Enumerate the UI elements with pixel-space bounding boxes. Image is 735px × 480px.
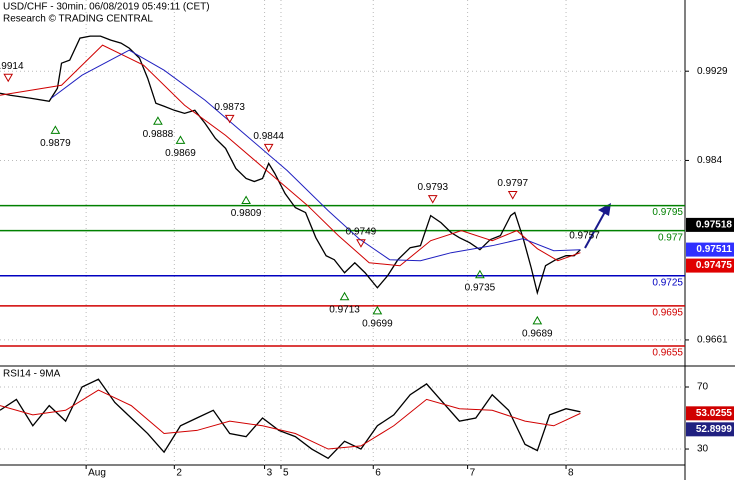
- annotation-label: 0.9689: [522, 328, 553, 339]
- peak-marker: [3, 73, 14, 83]
- price-box: [686, 242, 734, 257]
- price-box: [686, 406, 734, 421]
- y-tick-label: 70: [697, 382, 709, 393]
- trough-marker: [241, 195, 251, 205]
- peak-marker: [263, 143, 274, 153]
- trough-marker: [372, 305, 383, 315]
- series-line: [0, 378, 581, 460]
- chart-title: USD/CHF - 30min. 06/08/2019 05:49:11 (CE…: [3, 2, 210, 13]
- x-tick-label: 5: [283, 468, 289, 479]
- x-tick-label: 6: [375, 468, 381, 479]
- series-line: [0, 35, 581, 296]
- series-line: [0, 44, 581, 267]
- annotation-label: 0.9844: [253, 131, 284, 142]
- y-tick-label: 0.9661: [697, 335, 728, 346]
- level-label: 0.9655: [652, 348, 683, 359]
- price-box: [686, 422, 734, 437]
- trough-marker: [50, 125, 61, 134]
- chart-subtitle: Research © TRADING CENTRAL: [3, 14, 153, 25]
- annotation-label: 0.9757: [569, 230, 600, 241]
- x-tick-label: Aug: [88, 468, 106, 479]
- trough-marker: [339, 291, 350, 301]
- x-tick-label: 2: [176, 468, 182, 479]
- annotation-label: 0.9699: [362, 318, 393, 329]
- y-tick-label: 30: [697, 444, 709, 455]
- price-box-label: 0.97511: [696, 244, 732, 255]
- series-line: [0, 389, 581, 450]
- price-box-label: 53.0255: [696, 408, 733, 419]
- price-box-label: 0.97475: [696, 260, 733, 271]
- annotation-label: 0.9873: [214, 102, 245, 113]
- annotation-label: 0.9914: [0, 61, 24, 72]
- annotation-label: 0.9735: [465, 282, 496, 293]
- y-tick-label: 0.984: [697, 155, 722, 166]
- x-tick-label: 3: [267, 468, 273, 479]
- x-tick-label: 7: [470, 468, 476, 479]
- rsi-title: RSI14 - 9MA: [3, 369, 61, 380]
- annotation-label: 0.9713: [329, 304, 360, 315]
- level-label: 0.977: [658, 232, 683, 243]
- projection-arrow: [584, 209, 607, 249]
- peak-marker: [427, 195, 438, 204]
- trough-marker: [475, 269, 485, 279]
- trough-marker: [175, 135, 186, 144]
- annotation-label: 0.9869: [165, 148, 196, 159]
- peak-marker: [356, 239, 366, 248]
- y-tick-label: 0.9929: [697, 66, 728, 77]
- annotation-label: 0.9793: [417, 182, 448, 193]
- trough-marker: [153, 116, 163, 125]
- price-box-label: 52.8999: [696, 424, 733, 435]
- price-box: [686, 258, 734, 273]
- level-label: 0.9725: [652, 277, 683, 288]
- series-line: [50, 49, 581, 262]
- x-tick-label: 8: [568, 468, 574, 479]
- peak-marker: [507, 191, 518, 200]
- peak-marker: [224, 114, 235, 124]
- annotation-label: 0.9749: [346, 226, 377, 237]
- price-box: [686, 217, 734, 232]
- level-label: 0.9695: [652, 307, 683, 318]
- annotation-label: 0.9879: [40, 138, 71, 149]
- annotation-label: 0.9797: [497, 178, 528, 189]
- trough-marker: [532, 315, 543, 325]
- annotation-label: 0.9809: [231, 208, 262, 219]
- level-label: 0.9795: [652, 207, 683, 218]
- annotation-label: 0.9888: [143, 129, 174, 140]
- price-box-label: 0.97518: [696, 220, 733, 231]
